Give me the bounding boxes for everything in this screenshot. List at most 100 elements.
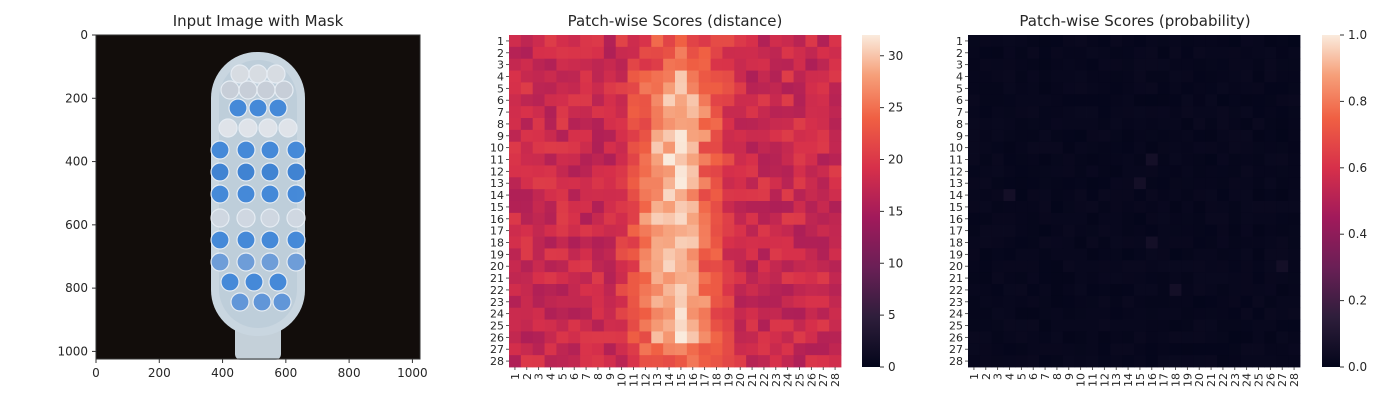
heatmap-cell <box>805 355 818 368</box>
heatmap-cell <box>1003 319 1016 332</box>
heatmap-cell <box>580 106 593 119</box>
heatmap-cell <box>769 82 783 95</box>
heatmap-cell <box>663 248 676 261</box>
heatmap-cell <box>509 355 522 368</box>
heatmap-cell <box>781 319 794 332</box>
heatmap-cell <box>651 46 664 60</box>
heatmap-cell <box>1193 58 1206 71</box>
heatmap-cell <box>1288 224 1301 237</box>
heatmap-cell <box>1122 46 1135 60</box>
heatmap-cell <box>769 343 783 356</box>
heatmap-cell <box>1288 343 1301 356</box>
heatmap-cell <box>758 272 771 285</box>
heatmap-cell <box>829 355 842 368</box>
heatmap-cell <box>710 343 723 356</box>
heatmap-cell <box>805 284 818 297</box>
heatmap-cell <box>675 82 688 95</box>
heatmap-cell <box>1217 201 1230 214</box>
heatmap-cell <box>627 118 640 131</box>
heatmap-cell <box>675 35 688 48</box>
heatmap-col-label: 19 <box>1181 373 1194 387</box>
heatmap-cell <box>532 177 545 190</box>
heatmap-cell <box>991 236 1004 249</box>
heatmap-cell <box>1145 94 1159 107</box>
heatmap-cell <box>1027 46 1040 60</box>
heatmap-cell <box>615 331 628 344</box>
heatmap-cell <box>1157 272 1170 285</box>
heatmap-cell <box>746 58 759 71</box>
heatmap-cell <box>568 118 581 131</box>
heatmap-cell <box>568 355 581 368</box>
heatmap-cell <box>758 295 771 309</box>
heatmap-cell <box>1252 141 1265 154</box>
heatmap-cell <box>758 177 771 190</box>
bristle-tuft <box>244 272 264 292</box>
heatmap-cell <box>509 165 522 178</box>
heatmap-cell <box>991 272 1004 285</box>
heatmap-cell <box>1086 307 1099 320</box>
heatmap-cell <box>769 106 783 119</box>
heatmap-cell <box>1051 201 1064 214</box>
heatmap-cell <box>1240 236 1253 249</box>
heatmap-cell <box>1276 284 1289 297</box>
heatmap-cell <box>1051 165 1064 178</box>
heatmap-cell <box>805 141 818 154</box>
heatmap-cell <box>781 141 794 154</box>
heatmap-cell <box>1217 248 1230 261</box>
heatmap-cell <box>663 106 676 119</box>
bristle-tuft <box>238 80 258 100</box>
heatmap-cell <box>1157 236 1170 249</box>
heatmap-cell <box>520 284 534 297</box>
heatmap-cell <box>1228 70 1242 83</box>
heatmap-cell <box>1228 248 1242 261</box>
heatmap-cell <box>1205 355 1218 368</box>
heatmap-cell <box>1134 284 1147 297</box>
heatmap-cell <box>603 129 617 143</box>
heatmap-row-label: 2 <box>956 47 963 60</box>
heatmap-cell <box>758 355 771 368</box>
heatmap-cell <box>509 70 522 83</box>
heatmap-cell <box>544 153 557 166</box>
heatmap-cell <box>1086 343 1099 356</box>
heatmap-cell <box>1134 355 1147 368</box>
heatmap-cell <box>1181 284 1194 297</box>
heatmap-cell <box>1252 319 1265 332</box>
heatmap-col-label: 11 <box>628 373 641 387</box>
heatmap-cell <box>1240 82 1253 95</box>
heatmap-col-label: 13 <box>1110 373 1123 387</box>
heatmap-cell <box>686 343 700 356</box>
heatmap-cell <box>793 201 806 214</box>
heatmap-cell <box>686 260 700 273</box>
heatmap-cell <box>1217 355 1230 368</box>
panel1-ytick-label: 400 <box>65 155 88 169</box>
heatmap-cell <box>968 35 981 48</box>
heatmap-cell <box>675 189 688 202</box>
heatmap-cell <box>1074 284 1087 297</box>
heatmap-row-label: 21 <box>490 272 504 285</box>
heatmap-cell <box>1098 153 1111 166</box>
heatmap-cell <box>1051 141 1064 154</box>
heatmap-cell <box>805 35 818 48</box>
heatmap-col-label: 17 <box>1158 373 1171 387</box>
heatmap-cell <box>509 201 522 214</box>
heatmap-cell <box>532 236 545 249</box>
heatmap-cell <box>1228 272 1242 285</box>
heatmap-cell <box>1003 94 1016 107</box>
colorbar-tick-label: 20 <box>888 153 903 167</box>
heatmap-cell <box>675 307 688 320</box>
heatmap-cell <box>1205 177 1218 190</box>
heatmap-cell <box>1217 343 1230 356</box>
heatmap-cell <box>805 129 818 143</box>
heatmap-cell <box>1252 201 1265 214</box>
heatmap-cell <box>991 248 1004 261</box>
heatmap-cell <box>509 319 522 332</box>
heatmap-cell <box>1205 165 1218 178</box>
heatmap-cell <box>651 94 664 107</box>
heatmap-cell <box>1181 70 1194 83</box>
heatmap-cell <box>793 58 806 71</box>
heatmap-cell <box>1276 82 1289 95</box>
heatmap-cell <box>1039 141 1052 154</box>
heatmap-cell <box>1051 295 1064 309</box>
heatmap-cell <box>544 307 557 320</box>
heatmap-cell <box>556 106 569 119</box>
